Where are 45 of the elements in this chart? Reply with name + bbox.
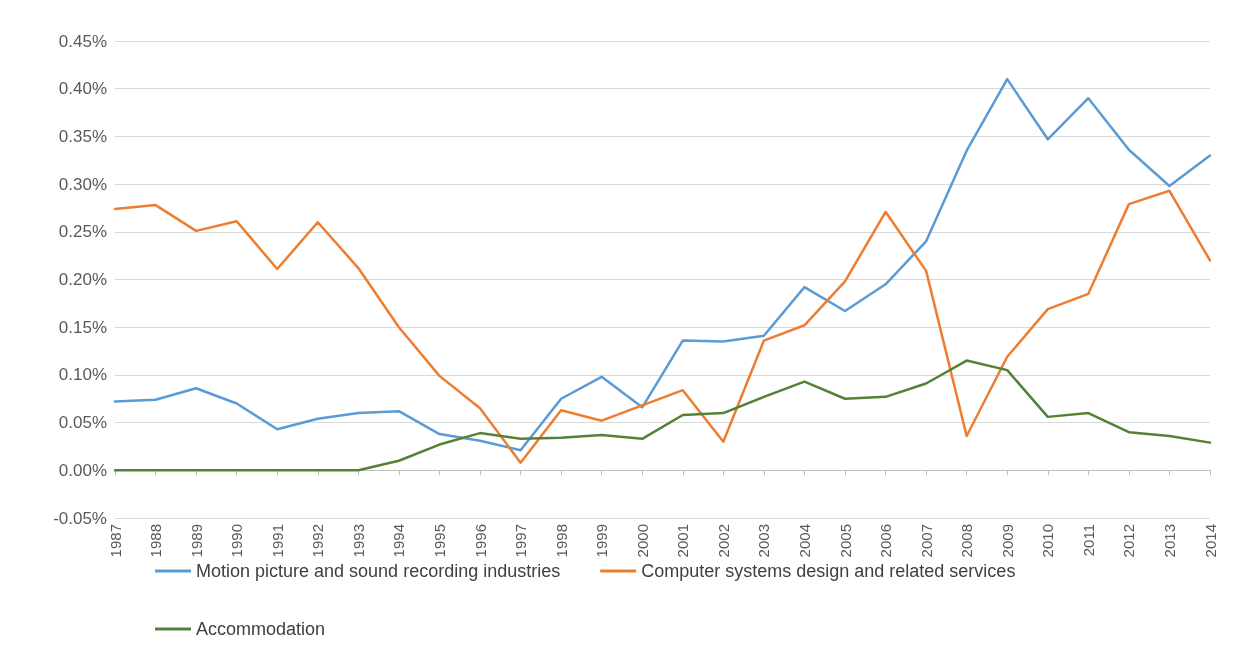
x-tick-label: 2007 [917, 524, 935, 558]
line-series [113, 77, 1212, 452]
y-tick-label: 0.20% [58, 270, 107, 289]
legend-label: Computer systems design and related services [641, 561, 1016, 581]
x-tick-label: 2002 [714, 524, 732, 558]
x-tick-label: 2004 [795, 524, 813, 558]
y-tick-label: 0.15% [58, 317, 107, 337]
x-tick-label: 2012 [1120, 524, 1138, 558]
x-tick-label: 1992 [309, 524, 327, 558]
x-tick-label: 1988 [147, 524, 165, 558]
x-tick-label: 2003 [755, 524, 773, 558]
legend-label: Motion picture and sound recording industries [196, 561, 561, 581]
x-tick-label: 1995 [430, 524, 448, 558]
line-series [113, 359, 1212, 472]
x-tick-label: 2005 [836, 524, 854, 558]
legend-label: Accommodation [196, 619, 326, 639]
x-tick-label: 1994 [390, 524, 408, 558]
x-tick-label: 2000 [633, 524, 651, 558]
x-tick-label: 2009 [998, 524, 1016, 558]
y-tick-label: 0.45% [58, 31, 107, 51]
y-tick-label: -0.05% [53, 508, 107, 528]
y-tick-label: 0.35% [58, 126, 107, 146]
x-tick-label: 2013 [1160, 524, 1178, 558]
x-tick-label: 2001 [674, 524, 692, 558]
x-tick-label: 1998 [552, 524, 570, 558]
x-tick-label: 2008 [958, 524, 976, 558]
x-tick-label: 2011 [1079, 524, 1097, 557]
x-tick-label: 2014 [1201, 524, 1219, 558]
y-tick-label: 0.40% [58, 79, 107, 99]
y-tick-label: 0.25% [58, 222, 107, 242]
y-tick-label: 0.10% [58, 365, 107, 385]
y-tick-label: 0.30% [58, 174, 107, 194]
x-tick-label: 1990 [228, 524, 246, 558]
x-tick-label: 1989 [187, 524, 205, 558]
x-tick-label: 1993 [349, 524, 367, 558]
y-tick-label: 0.00% [58, 460, 107, 480]
x-tick-label: 1991 [268, 524, 286, 558]
x-tick-label: 1987 [106, 524, 124, 558]
x-tick-label: 2006 [877, 524, 895, 558]
x-tick-label: 2010 [1039, 524, 1057, 558]
x-tick-label: 1999 [593, 524, 611, 558]
line-series [113, 189, 1212, 464]
x-tick-label: 1996 [471, 524, 489, 558]
y-tick-label: 0.05% [58, 413, 107, 433]
x-tick-label: 1997 [512, 524, 530, 558]
